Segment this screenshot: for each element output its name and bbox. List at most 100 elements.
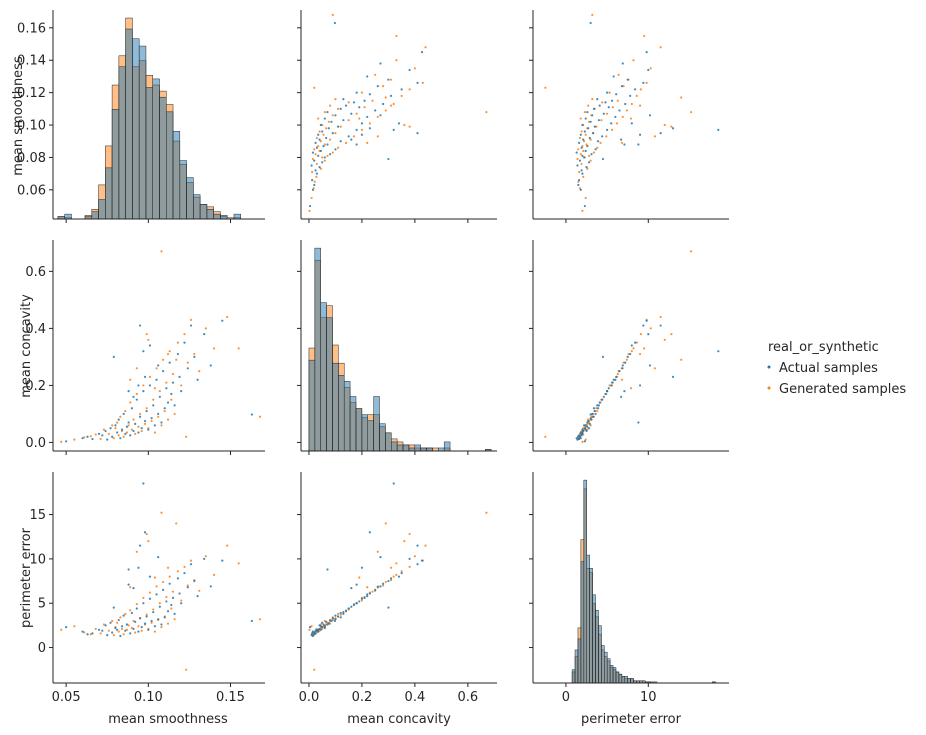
scatter-point-actual: [597, 404, 600, 407]
scatter-point-actual: [327, 127, 330, 130]
scatter-point-generated: [147, 540, 150, 543]
scatter-point-generated: [392, 102, 395, 106]
scatter-point-generated: [587, 104, 590, 107]
scatter-point-generated: [360, 128, 364, 131]
scatter-point-generated: [690, 110, 693, 114]
scatter-point-generated: [173, 618, 176, 621]
histogram-bar-actual: [414, 444, 421, 452]
scatter-point-actual: [143, 531, 147, 534]
scatter-point-actual: [166, 610, 170, 613]
histogram-bar-actual: [592, 594, 596, 684]
scatter-point-actual: [326, 143, 329, 146]
scatter-point-generated: [115, 621, 119, 624]
scatter-point-actual: [596, 404, 599, 407]
scatter-point-actual: [614, 115, 617, 119]
scatter-point-generated: [580, 130, 583, 133]
scatter-point-generated: [374, 73, 377, 76]
scatter-point-generated: [143, 422, 147, 426]
scatter-point-actual: [170, 603, 173, 607]
scatter-point-actual: [323, 625, 326, 628]
scatter-point-actual: [593, 125, 596, 128]
scatter-point-actual: [620, 395, 623, 398]
scatter-point-actual: [366, 75, 369, 78]
scatter-point-actual: [317, 154, 320, 157]
scatter-point-generated: [162, 580, 165, 584]
scatter-point-actual: [186, 586, 189, 589]
scatter-point-actual: [139, 617, 142, 620]
scatter-point-actual: [575, 437, 578, 440]
scatter-point-actual: [645, 51, 648, 54]
scatter-point-actual: [583, 130, 586, 133]
scatter-point-actual: [589, 417, 592, 420]
histogram-bar-actual: [609, 665, 614, 684]
panel-r2-c1: 0.0 0.2 0.4 0.6: [25, 240, 265, 455]
scatter-point-generated: [643, 34, 646, 38]
scatter-point-actual: [178, 592, 181, 595]
panel-r2-c3: [529, 240, 729, 455]
scatter-point-generated: [111, 619, 114, 623]
scatter-point-generated: [659, 315, 662, 319]
scatter-point-generated: [620, 141, 624, 144]
scatter-point-actual: [368, 127, 371, 130]
scatter-point-actual: [150, 417, 153, 420]
scatter-point-actual: [317, 630, 320, 633]
scatter-point-generated: [148, 591, 152, 594]
scatter-point-generated: [576, 157, 579, 161]
scatter-point-actual: [579, 133, 582, 136]
panel-r3-c1: 0.05 0.10 0.15 0 5 10 15: [29, 472, 265, 705]
scatter-point-actual: [587, 427, 591, 430]
scatter-point-actual: [602, 395, 605, 398]
scatter-point-generated: [331, 114, 334, 117]
scatter-point-actual: [311, 188, 315, 191]
scatter-point-actual: [647, 68, 650, 72]
scatter-point-generated: [189, 559, 193, 562]
scatter-point-generated: [258, 415, 262, 418]
scatter-point-generated: [577, 148, 580, 151]
scatter-point-actual: [308, 626, 312, 629]
scatter-point-actual: [209, 585, 212, 588]
scatter-point-generated: [577, 180, 580, 183]
scatter-point-generated: [319, 140, 322, 143]
scatter-point-actual: [360, 597, 364, 600]
scatter-point-generated: [376, 550, 379, 553]
scatter-point-actual: [606, 91, 609, 94]
scatter-point-generated: [627, 352, 630, 356]
scatter-point-generated: [129, 378, 132, 381]
histogram-bar-actual: [391, 441, 398, 452]
scatter-point-actual: [150, 619, 153, 623]
scatter-point-actual: [578, 141, 581, 144]
scatter-point-generated: [630, 102, 633, 106]
scatter-point-generated: [363, 106, 366, 109]
scatter-point-generated: [329, 138, 332, 141]
scatter-point-actual: [314, 141, 317, 144]
scatter-point-actual: [584, 149, 587, 153]
scatter-point-actual: [321, 626, 324, 629]
scatter-point-actual: [387, 579, 390, 583]
scatter-point-generated: [160, 250, 163, 253]
scatter-point-generated: [331, 13, 334, 16]
scatter-point-generated: [326, 154, 329, 157]
scatter-point-generated: [592, 151, 596, 154]
scatter-point-generated: [629, 117, 633, 120]
scatter-point-generated: [176, 341, 179, 344]
scatter-point-actual: [590, 153, 593, 156]
scatter-point-generated: [611, 106, 614, 109]
scatter-point-actual: [659, 132, 662, 135]
histogram-bar-actual: [612, 667, 617, 684]
scatter-point-actual: [420, 51, 424, 54]
scatter-point-actual: [333, 619, 337, 623]
scatter-point-generated: [119, 616, 122, 619]
scatter-point-generated: [112, 634, 115, 637]
scatter-point-actual: [106, 438, 109, 441]
y-tick-label: 10: [29, 552, 46, 567]
scatter-point-actual: [125, 425, 129, 428]
scatter-point-generated: [606, 112, 609, 115]
scatter-point-generated: [360, 91, 364, 94]
scatter-point-actual: [148, 597, 152, 600]
scatter-point-generated: [582, 149, 585, 153]
scatter-point-generated: [198, 370, 201, 373]
scatter-point-generated: [384, 522, 387, 525]
histogram-bar-actual: [601, 645, 605, 684]
legend-label-generated: Generated samples: [779, 382, 906, 397]
scatter-point-generated: [166, 622, 170, 625]
